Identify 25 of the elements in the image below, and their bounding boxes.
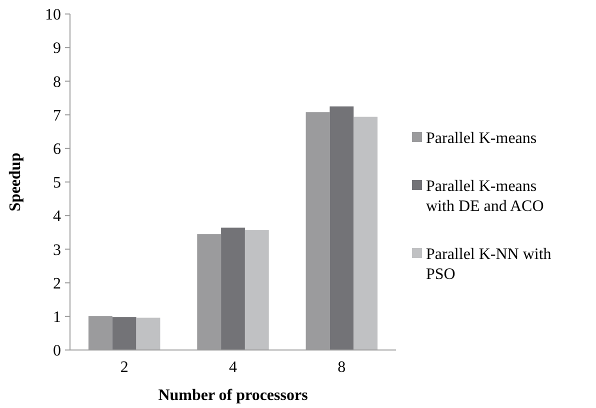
y-tick-label: 3 bbox=[53, 242, 61, 259]
y-tick-label: 9 bbox=[53, 40, 61, 58]
x-axis-title: Number of processors bbox=[158, 387, 308, 404]
bar bbox=[330, 106, 354, 350]
legend-label: Parallel K-means with DE and ACO bbox=[426, 178, 544, 215]
bar bbox=[112, 317, 136, 350]
y-tick-label: 5 bbox=[53, 174, 61, 192]
y-tick-label: 1 bbox=[53, 309, 61, 326]
y-tick-label: 10 bbox=[45, 6, 61, 24]
y-tick-label: 4 bbox=[53, 208, 61, 226]
bar bbox=[221, 228, 245, 350]
y-axis-title: Speedup bbox=[7, 152, 24, 212]
y-tick-label: 0 bbox=[53, 342, 61, 360]
y-tick-label: 7 bbox=[53, 107, 61, 124]
bar bbox=[244, 230, 269, 350]
legend-label: Parallel K-means bbox=[426, 130, 537, 147]
x-tick-label: 8 bbox=[338, 359, 346, 376]
legend-label: Parallel K-NN with PSO bbox=[426, 246, 552, 283]
bar bbox=[136, 318, 160, 350]
y-tick-label: 6 bbox=[53, 141, 61, 158]
x-tick-label: 2 bbox=[120, 359, 128, 376]
y-tick-label: 2 bbox=[53, 275, 61, 292]
bar bbox=[354, 116, 378, 350]
x-tick-label: 4 bbox=[229, 359, 237, 376]
y-tick-label: 8 bbox=[53, 74, 61, 91]
